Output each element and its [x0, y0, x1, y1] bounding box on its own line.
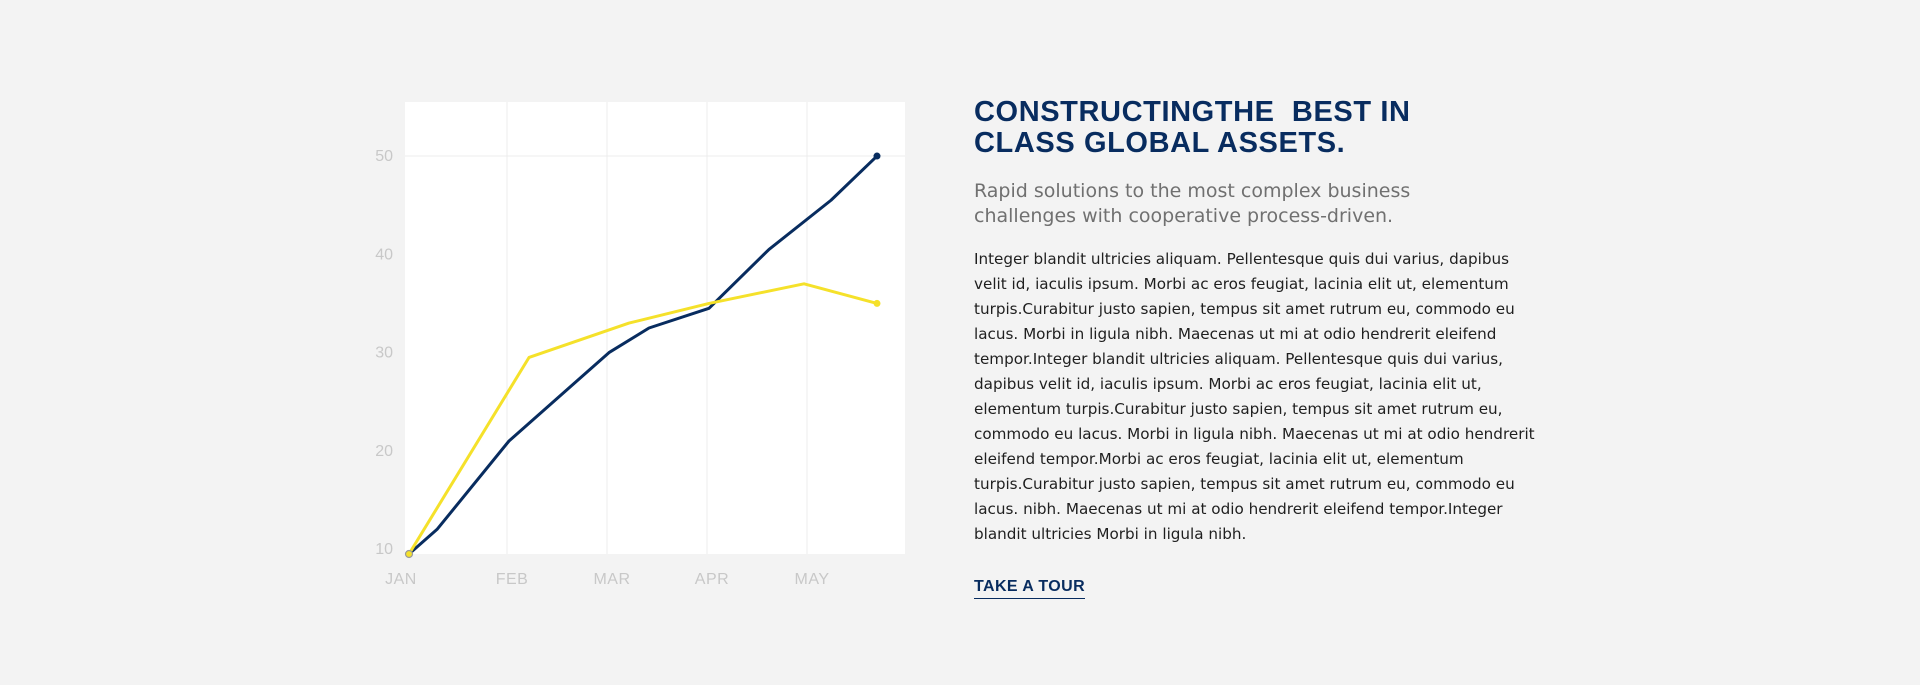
x-tick-label: FEB [496, 571, 529, 588]
series-line-2 [407, 282, 879, 556]
y-tick-label: 50 [375, 148, 393, 165]
y-tick-label: 40 [375, 246, 393, 263]
x-tick-label: MAR [593, 571, 630, 588]
section-subtitle: Rapid solutions to the most complex busi… [974, 180, 1411, 227]
series-end-point-2 [873, 299, 881, 307]
section-title: CONSTRUCTINGTHE BEST IN CLASS GLOBAL ASS… [974, 96, 1411, 159]
x-tick-label: JAN [385, 571, 417, 588]
x-tick-label: MAY [795, 571, 830, 588]
line-chart-svg: 10 20 30 40 50 JAN FEB MAR APR MAY [375, 102, 905, 588]
series-line-1 [407, 154, 879, 556]
series-end-point-1 [873, 152, 881, 160]
y-tick-label: 10 [375, 541, 393, 558]
y-tick-label: 30 [375, 345, 393, 362]
y-tick-label: 20 [375, 443, 393, 460]
line-chart: 10 20 30 40 50 JAN FEB MAR APR MAY [360, 90, 920, 610]
section-body: Integer blandit ultricies aliquam. Pelle… [974, 250, 1535, 543]
take-a-tour-link[interactable]: TAKE A TOUR [974, 578, 1086, 599]
plot-area [405, 102, 905, 554]
content-section: CONSTRUCTINGTHE BEST IN CLASS GLOBAL ASS… [974, 97, 1544, 599]
series-start-point [404, 549, 414, 559]
x-tick-label: APR [695, 571, 729, 588]
